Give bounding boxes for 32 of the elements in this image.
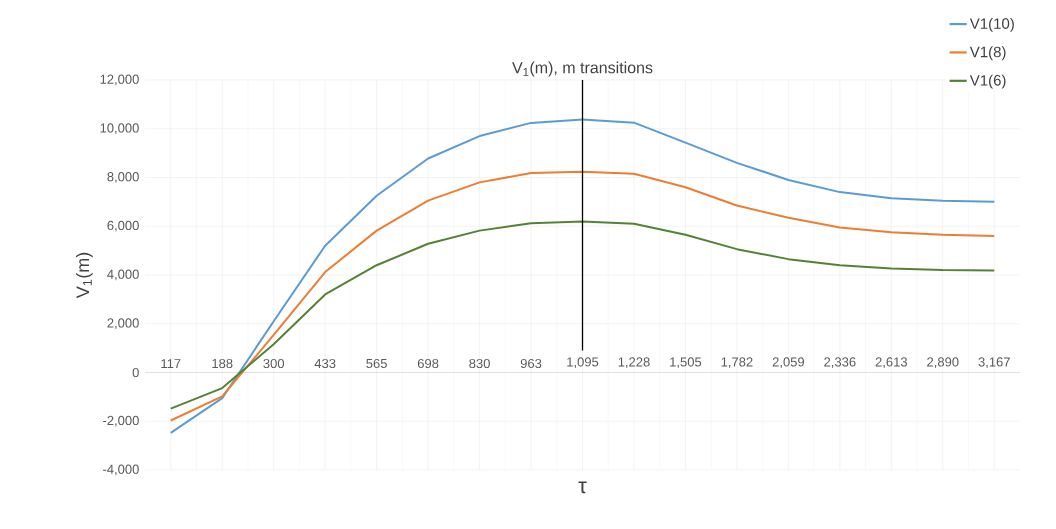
y-tick-label: 0 <box>132 367 139 378</box>
x-tick-label: 2,336 <box>824 357 856 369</box>
x-tick-label: 1,095 <box>567 357 599 369</box>
x-tick-label: 188 <box>212 358 233 369</box>
x-tick-label: 433 <box>314 358 336 369</box>
x-tick-label: 2,613 <box>875 357 908 369</box>
x-axis-title: τ <box>578 481 587 494</box>
chart-title: V$_{1}$(m), m transitions <box>512 61 653 77</box>
x-tick-label: 2,890 <box>927 357 959 369</box>
y-tick-label: -4,000 <box>103 464 139 476</box>
y-axis-title: V$_{1}$(m) <box>75 252 93 299</box>
y-tick-label: 10,000 <box>100 123 139 135</box>
x-tick-label: 117 <box>161 359 181 369</box>
x-tick-label: 3,167 <box>978 357 1010 369</box>
x-tick-label: 1,228 <box>618 357 650 369</box>
x-tick-label: 1,505 <box>670 357 702 369</box>
y-tick-label: 2,000 <box>107 318 139 330</box>
x-tick-label: 2,059 <box>772 357 805 369</box>
x-tick-label: 565 <box>366 358 387 369</box>
x-tick-label: 963 <box>520 358 542 369</box>
y-tick-label: 4,000 <box>107 269 139 281</box>
x-tick-label: 830 <box>469 358 490 369</box>
legend-label: V1(8) <box>969 46 1006 61</box>
legend-label: V1(6) <box>969 74 1006 89</box>
x-tick-label: 1,782 <box>721 357 753 369</box>
y-tick-label: 12,000 <box>100 74 139 86</box>
x-tick-label: 698 <box>417 358 439 369</box>
y-tick-label: -2,000 <box>103 415 139 427</box>
y-tick-label: 6,000 <box>107 220 139 232</box>
legend-label: V1(10) <box>969 17 1014 32</box>
x-tick-label: 300 <box>263 358 285 369</box>
y-tick-label: 8,000 <box>107 172 139 183</box>
